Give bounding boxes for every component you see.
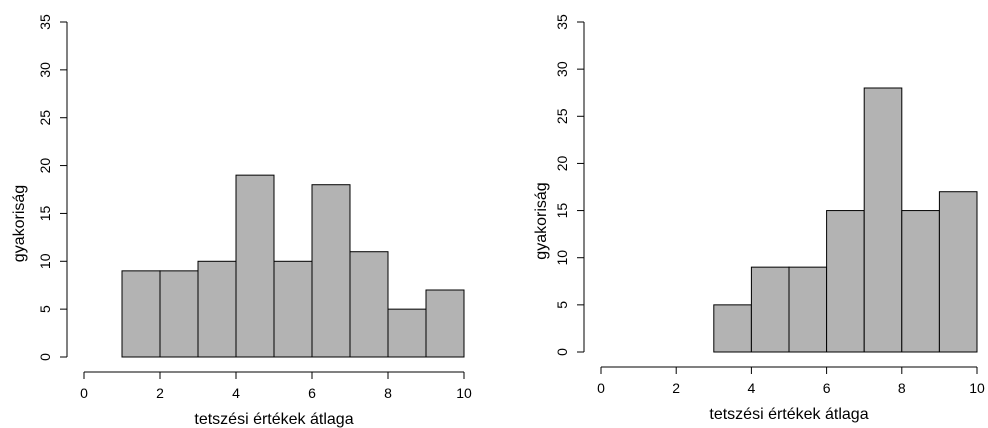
y-axis-title: gyakoriság [533, 182, 550, 259]
y-tick-label: 0 [37, 353, 53, 361]
histogram-bar [713, 304, 752, 353]
y-tick-label: 0 [554, 348, 570, 356]
x-tick-label: 10 [456, 385, 472, 401]
histogram-bar [788, 266, 828, 353]
histogram-bar [826, 210, 865, 353]
y-tick-label: 5 [554, 301, 570, 309]
x-tick-label: 6 [308, 385, 316, 401]
y-tick-label: 10 [37, 253, 53, 269]
histogram-bar [863, 87, 903, 353]
histogram-bar [387, 308, 427, 358]
y-tick-label: 30 [37, 62, 53, 78]
histogram-bar [750, 266, 790, 353]
x-axis-title: tetszési értékek átlaga [709, 406, 868, 423]
histogram-bar [901, 210, 940, 353]
x-tick-label: 10 [969, 380, 985, 396]
x-tick-label: 8 [898, 380, 906, 396]
histogram-bar [159, 270, 199, 358]
y-tick-label: 20 [554, 155, 570, 171]
y-tick-label: 20 [37, 158, 53, 174]
histogram-bar [311, 184, 351, 358]
histogram-bar [235, 174, 275, 358]
histogram-right: 0 5 10 15 20 25 30 35 0 2 4 6 8 10 tetszési értékek át… [533, 14, 985, 423]
x-tick-label: 4 [748, 380, 756, 396]
histogram-bar [121, 270, 161, 358]
y-tick-label: 10 [554, 250, 570, 266]
y-tick-label: 25 [554, 108, 570, 124]
x-tick-label: 2 [156, 385, 164, 401]
x-axis-title: tetszési értékek átlaga [194, 411, 353, 428]
y-tick-label: 30 [554, 61, 570, 77]
y-tick-label: 35 [554, 14, 570, 30]
x-tick-label: 4 [232, 385, 240, 401]
y-tick-label: 15 [554, 203, 570, 219]
y-axis-title: gyakoriság [11, 185, 28, 262]
histogram-bar [938, 191, 978, 353]
x-tick-label: 0 [80, 385, 88, 401]
y-tick-label: 5 [37, 305, 53, 313]
histogram-bar [273, 260, 313, 358]
x-tick-label: 6 [823, 380, 831, 396]
histogram-bar [349, 251, 389, 358]
histogram-bar [197, 260, 237, 358]
x-tick-label: 8 [384, 385, 392, 401]
x-tick-label: 2 [672, 380, 680, 396]
y-tick-label: 25 [37, 110, 53, 126]
histogram-bar [425, 289, 465, 358]
y-tick-label: 15 [37, 205, 53, 221]
x-tick-label: 0 [597, 380, 605, 396]
y-tick-label: 35 [37, 14, 53, 30]
histogram-left: 0 5 10 15 20 25 30 35 0 2 4 6 8 10 tetszési értékek át… [11, 14, 472, 428]
